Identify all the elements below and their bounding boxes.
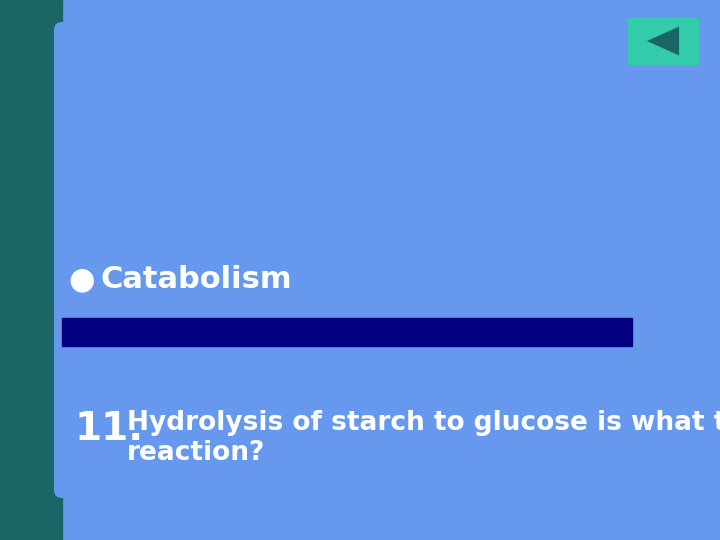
- FancyBboxPatch shape: [58, 426, 266, 489]
- Text: ●: ●: [68, 266, 95, 294]
- Bar: [0, 0, 62, 540]
- Bar: [62, 318, 632, 346]
- Polygon shape: [647, 26, 679, 56]
- Text: Hydrolysis of starch to glucose is what type of a
reaction?: Hydrolysis of starch to glucose is what …: [127, 410, 720, 466]
- Text: 11.: 11.: [75, 410, 144, 448]
- FancyBboxPatch shape: [54, 22, 720, 498]
- Text: Catabolism: Catabolism: [100, 266, 292, 294]
- Bar: [628, 18, 698, 64]
